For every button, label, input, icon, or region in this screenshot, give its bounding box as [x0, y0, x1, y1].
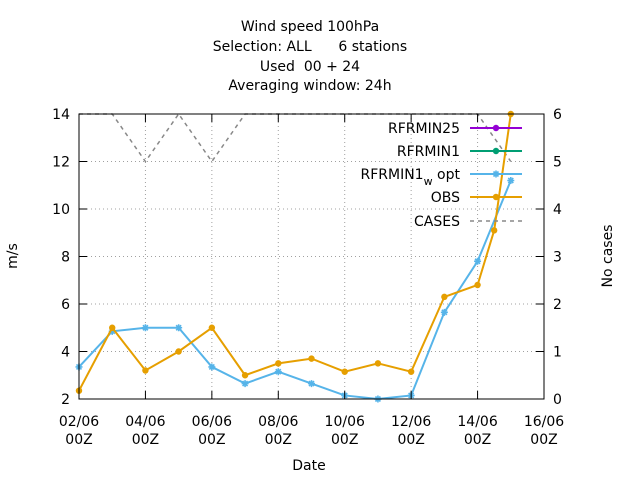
data-point-core	[243, 381, 248, 386]
series-line-rfrmin1-w-opt	[78, 180, 512, 401]
y-tick-label: 12	[52, 155, 70, 171]
data-point	[241, 372, 249, 379]
title-line-3: Used 00 + 24	[260, 59, 360, 75]
y2-tick-label: 3	[553, 250, 562, 266]
data-point	[341, 368, 348, 375]
data-point	[175, 348, 182, 355]
legend-label: RFRMIN25	[388, 121, 460, 137]
title-line-1: Wind speed 100hPa	[241, 19, 379, 35]
y-axis-label: m/s	[5, 243, 21, 269]
x-axis-label: Date	[292, 458, 325, 474]
grid	[79, 114, 544, 399]
y2-tick-label: 6	[553, 107, 562, 123]
data-point-core	[176, 325, 181, 330]
x-tick-label-hour: 00Z	[198, 432, 225, 448]
legend-marker	[492, 147, 500, 155]
legend-item-rfrmin1: RFRMIN1	[397, 144, 522, 160]
y2-tick-label: 5	[553, 155, 562, 171]
legend-marker-core	[494, 172, 498, 176]
legend-label: RFRMIN1w opt	[360, 167, 460, 188]
data-point	[441, 293, 448, 301]
data-point	[208, 324, 216, 331]
data-point-core	[508, 178, 513, 183]
legend-marker	[492, 193, 500, 201]
chart-title: Wind speed 100hPa Selection: ALL 6 stati…	[213, 19, 407, 94]
legend-item-rfrmin25: RFRMIN25	[388, 121, 522, 137]
x-tick-label-hour: 00Z	[65, 432, 92, 448]
data-point-core	[209, 364, 214, 369]
data-point-core	[442, 310, 447, 315]
x-tick-label: 14/06	[457, 414, 497, 430]
y-tick-label: 10	[52, 202, 70, 218]
data-point	[490, 227, 498, 234]
y2-tick-label: 0	[553, 392, 562, 408]
data-point	[407, 368, 415, 375]
legend-item-rfrmin1-w-opt: RFRMIN1w opt	[360, 167, 522, 188]
legend-label: RFRMIN1	[397, 144, 460, 160]
data-point	[275, 360, 282, 367]
y-tick-label: 14	[52, 107, 70, 123]
y-tick-label: 8	[61, 250, 70, 266]
y2-tick-label: 2	[553, 297, 562, 313]
data-point-core	[143, 325, 148, 330]
y2-tick-label: 1	[553, 345, 562, 361]
x-tick-label: 12/06	[391, 414, 431, 430]
data-point-core	[475, 259, 480, 264]
x-tick-label-hour: 00Z	[530, 432, 557, 448]
x-tick-label-hour: 00Z	[397, 432, 424, 448]
legend-label-suffix: opt	[433, 167, 461, 183]
data-point-core	[276, 369, 281, 374]
legend-label: OBS	[431, 190, 460, 206]
y2-axis-label: No cases	[600, 225, 616, 288]
legend: RFRMIN25 RFRMIN1 RFRMIN1w opt OBS CASES	[360, 121, 522, 230]
data-point	[142, 367, 149, 374]
legend-item-cases: CASES	[414, 214, 522, 230]
x-tick-label: 10/06	[325, 414, 365, 430]
x-tick-label: 02/06	[59, 414, 99, 430]
data-point	[474, 281, 481, 289]
legend-label: CASES	[414, 214, 460, 230]
data-point	[308, 355, 315, 362]
title-line-4: Averaging window: 24h	[228, 78, 391, 94]
legend-label-subscript: w	[424, 175, 433, 188]
title-line-2: Selection: ALL 6 stations	[213, 39, 407, 55]
y-tick-label: 2	[61, 392, 70, 408]
axis-ticks: 2468101214012345602/0600Z04/0600Z06/0600…	[52, 107, 564, 448]
y-tick-label: 4	[61, 345, 70, 361]
legend-item-obs: OBS	[431, 190, 522, 206]
y2-tick-label: 4	[553, 202, 562, 218]
data-point-core	[309, 381, 314, 386]
x-tick-label: 16/06	[524, 414, 564, 430]
x-tick-label-hour: 00Z	[265, 432, 292, 448]
y-tick-label: 6	[61, 297, 70, 313]
x-tick-label-hour: 00Z	[331, 432, 358, 448]
x-tick-label: 06/06	[192, 414, 232, 430]
x-tick-label-hour: 00Z	[132, 432, 159, 448]
data-point	[109, 324, 116, 331]
series-rfrmin1-w-opt	[75, 177, 515, 403]
data-point	[374, 360, 382, 367]
x-tick-label-hour: 00Z	[464, 432, 491, 448]
x-tick-label: 08/06	[258, 414, 298, 430]
x-tick-label: 04/06	[125, 414, 165, 430]
legend-marker	[492, 124, 500, 132]
series-obs	[75, 110, 514, 394]
